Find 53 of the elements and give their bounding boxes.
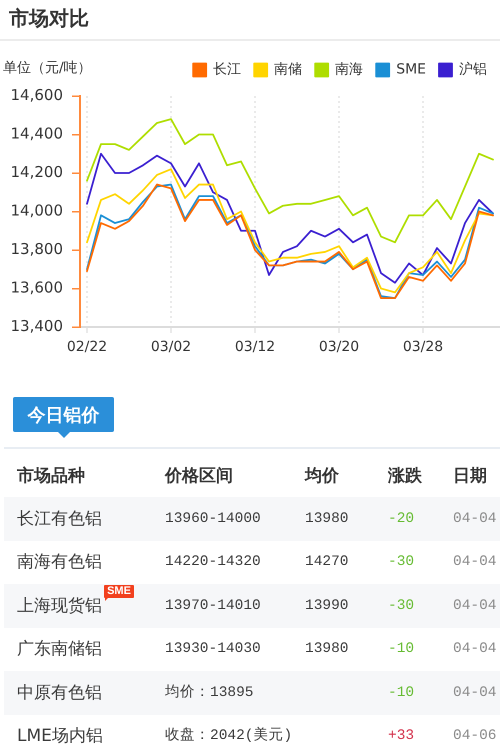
x-tick-label: 03/02 — [150, 339, 192, 356]
text: -30 — [388, 554, 414, 570]
text: 04-04 — [453, 598, 497, 614]
category-label: LME场内铝 — [17, 726, 103, 746]
category-label: 广东南储铝 — [17, 639, 102, 660]
text: 14270 — [305, 554, 349, 570]
legend-label: 沪铝 — [459, 62, 487, 78]
text: 04-04 — [453, 554, 497, 570]
category-label: 市场品种 — [17, 464, 85, 486]
category-label: 均价 — [305, 464, 339, 486]
text: SME — [107, 584, 131, 597]
y-axis-title: 单位（元/吨） — [3, 59, 92, 78]
text: 13930-14030 — [165, 641, 261, 658]
text: -10 — [388, 641, 414, 658]
y-tick-label: 14,400 — [10, 124, 63, 142]
legend-label: 南储 — [274, 62, 302, 78]
text: 04-04 — [453, 641, 497, 658]
y-tick-label: 13,600 — [10, 278, 63, 296]
category-label: 长江有色铝 — [17, 508, 102, 529]
text: 04-06 — [453, 728, 497, 744]
text: -30 — [388, 598, 414, 614]
x-tick-label: 03/20 — [318, 339, 360, 356]
text: 收盘：2042(美元) — [165, 728, 292, 744]
legend-label: 南海 — [335, 62, 364, 78]
text: 13960-14000 — [165, 510, 261, 527]
y-tick-label: 13,800 — [10, 240, 63, 258]
chart-title: 市场对比 — [9, 5, 89, 32]
category-label: 涨跌 — [388, 464, 422, 486]
text: 14220-14320 — [165, 554, 261, 570]
text: 13990 — [305, 598, 349, 614]
category-label: 中原有色铝 — [17, 682, 102, 703]
text: 13980 — [305, 641, 349, 658]
text: +33 — [388, 728, 414, 744]
text: 13980 — [305, 510, 349, 527]
category-label: 南海有色铝 — [17, 552, 102, 572]
x-tick-label: 02/22 — [66, 339, 108, 356]
category-label: 上海现货铝 — [17, 596, 102, 616]
text: 13970-14010 — [165, 598, 261, 614]
legend-label: SME — [396, 62, 426, 78]
text: 均价：13895 — [165, 684, 254, 701]
y-tick-label: 13,400 — [10, 316, 63, 335]
category-label: 日期 — [453, 464, 487, 486]
category-label: 价格区间 — [165, 464, 233, 486]
text: -10 — [388, 684, 414, 701]
text: 04-04 — [453, 510, 497, 527]
legend-label: 长江 — [213, 62, 242, 78]
x-tick-label: 03/12 — [234, 339, 276, 356]
text: -20 — [388, 510, 414, 527]
x-tick-label: 03/28 — [402, 339, 444, 356]
y-tick-label: 14,200 — [10, 162, 63, 181]
y-tick-label: 14,600 — [10, 86, 63, 104]
y-tick-label: 14,000 — [10, 201, 63, 220]
text: 04-04 — [453, 684, 497, 701]
